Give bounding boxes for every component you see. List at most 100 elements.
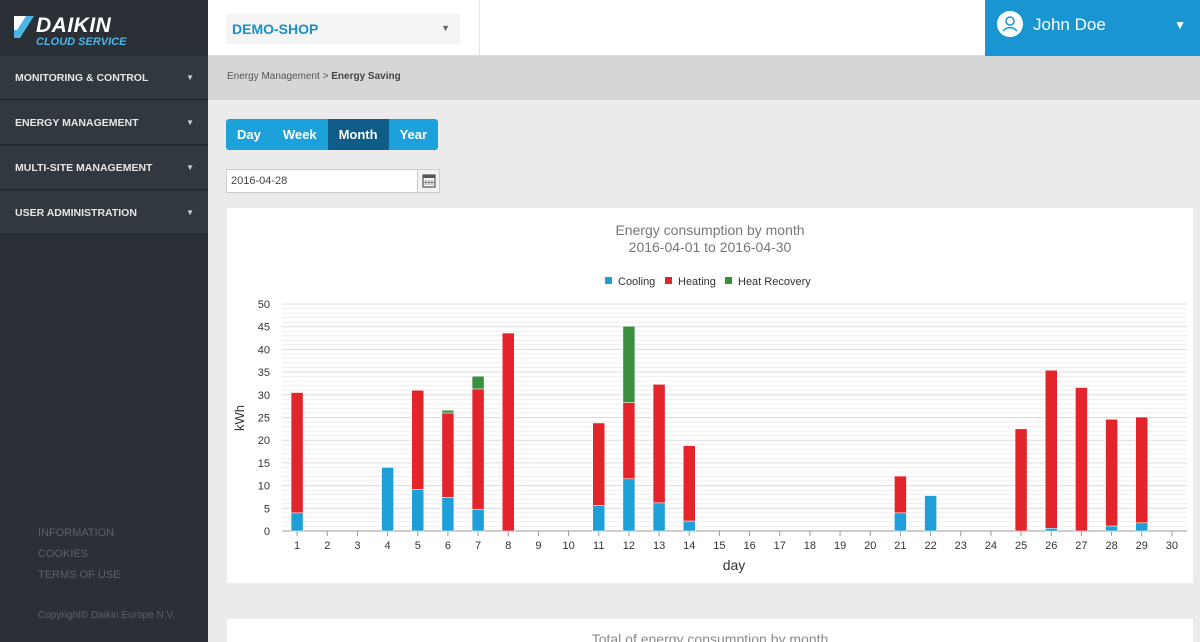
y-tick-label: 50 [258,299,270,311]
nav-label: USER ADMINISTRATION [15,207,137,219]
x-tick-label: 22 [924,540,936,552]
x-axis-label: day [723,557,746,573]
user-icon [997,11,1023,37]
bar-segment [441,412,455,498]
bar-segment [592,505,605,532]
bar-segment [1014,428,1028,532]
breadcrumb-parent[interactable]: Energy Management [227,71,320,82]
bar-segment [683,520,696,532]
x-tick-label: 29 [1136,540,1148,552]
x-tick-label: 19 [834,540,846,552]
bar-segment [924,495,937,532]
x-tick-label: 12 [623,540,635,552]
x-tick-label: 15 [713,540,725,552]
chevron-down-icon: ▼ [186,163,194,172]
bar-segment [652,384,666,504]
nav-energy-management[interactable]: ENERGY MANAGEMENT ▼ [0,101,208,145]
x-tick-label: 27 [1075,540,1087,552]
brand-tagline: CLOUD SERVICE [36,36,127,48]
logo[interactable]: DAIKIN CLOUD SERVICE [0,0,208,56]
bar-segment [411,488,424,532]
chevron-down-icon: ▼ [441,23,450,33]
bar-segment [290,512,304,532]
bar-segment [894,475,907,514]
nav-multi-site-management[interactable]: MULTI-SITE MANAGEMENT ▼ [0,146,208,190]
bar-segment [894,512,907,532]
brand-name: DAIKIN [36,14,112,37]
tab-year[interactable]: Year [388,119,439,150]
x-tick-label: 3 [354,540,360,552]
breadcrumb-separator: > [322,71,329,82]
legend-label: Heat Recovery [738,276,811,288]
header-divider [479,0,480,56]
legend-swatch [725,277,732,284]
footer-link-terms[interactable]: TERMS OF USE [38,569,121,581]
x-tick-label: 11 [593,540,604,552]
nav-label: ENERGY MANAGEMENT [15,117,139,129]
shop-select[interactable]: DEMO-SHOP ▼ [226,14,460,44]
bar-segment [471,508,485,532]
bar-segment [1045,528,1058,532]
bar-segment [411,390,424,490]
bar-segment [290,392,304,514]
bar-segment [1105,419,1118,527]
tab-month[interactable]: Month [327,119,389,150]
x-tick-label: 6 [445,540,451,552]
bar-segment [441,409,455,414]
y-tick-label: 15 [258,458,270,470]
bar-segment [1135,416,1148,524]
footer-link-cookies[interactable]: COOKIES [38,548,89,560]
nav-user-administration[interactable]: USER ADMINISTRATION ▼ [0,191,208,235]
tab-week[interactable]: Week [271,119,328,150]
bar-segment [502,332,515,532]
y-tick-label: 0 [264,526,270,538]
bar-segment [652,502,666,532]
x-tick-label: 14 [683,540,695,552]
legend-label: Heating [678,276,716,288]
period-tabs: Day Week Month Year [226,119,439,150]
sidebar: DAIKIN CLOUD SERVICE MONITORING & CONTRO… [0,0,208,642]
x-tick-label: 2 [324,540,330,552]
legend-swatch [665,277,672,284]
user-name: John Doe [1033,15,1106,34]
breadcrumb-current: Energy Saving [331,71,401,82]
x-tick-label: 25 [1015,540,1027,552]
footer-link-information[interactable]: INFORMATION [38,527,115,539]
x-tick-label: 17 [774,540,786,552]
bar-segment [381,467,394,532]
bar-segment [622,478,636,532]
date-picker [226,169,440,193]
date-input[interactable] [227,170,418,192]
x-tick-label: 8 [505,540,511,552]
x-tick-label: 23 [955,540,967,552]
bar-segment [592,422,605,506]
y-tick-label: 25 [258,413,270,425]
y-tick-label: 5 [264,503,270,515]
user-menu[interactable]: John Doe ▼ [985,0,1200,56]
tab-day[interactable]: Day [226,119,272,150]
second-chart-card: Total of energy consumption by month [227,619,1193,642]
chevron-down-icon: ▼ [1174,18,1186,32]
shop-name: DEMO-SHOP [232,21,319,37]
x-tick-label: 5 [415,540,421,552]
chevron-down-icon: ▼ [186,73,194,82]
y-tick-label: 45 [258,322,270,334]
bar-segment [471,375,485,390]
x-tick-label: 18 [804,540,816,552]
copyright: Copyright© Daikin Europe N.V. [38,610,176,621]
y-tick-label: 30 [258,390,270,402]
y-tick-label: 10 [258,481,270,493]
nav-label: MONITORING & CONTROL [15,72,149,84]
x-tick-label: 30 [1166,540,1178,552]
legend-label: Cooling [618,276,655,288]
calendar-button[interactable] [417,170,439,192]
bar-segment [683,445,696,522]
bar-segment [1075,387,1088,532]
header: DEMO-SHOP ▼ John Doe ▼ [208,0,1200,56]
bar-segment [622,325,636,403]
bar-segment [622,402,636,480]
breadcrumb-bar: Energy Management > Energy Saving [208,56,1200,100]
x-tick-label: 28 [1105,540,1117,552]
nav-monitoring-control[interactable]: MONITORING & CONTROL ▼ [0,56,208,100]
second-chart-title: Total of energy consumption by month [591,631,829,642]
